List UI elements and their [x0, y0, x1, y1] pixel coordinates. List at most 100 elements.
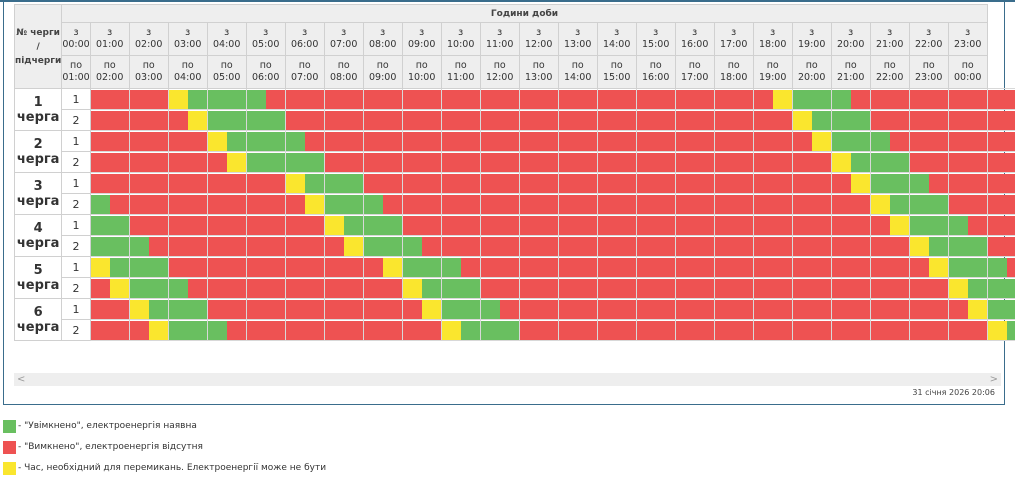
- hour-cell: [401, 319, 442, 341]
- half-hour-off: [519, 110, 539, 130]
- hour-cell: [440, 88, 481, 110]
- half-hour-off: [792, 236, 812, 256]
- hour-cell: [830, 277, 871, 299]
- hour-cell: [440, 193, 481, 215]
- half-hour-on: [402, 236, 422, 256]
- half-hour-off: [187, 236, 207, 256]
- half-hour-off: [343, 278, 363, 298]
- half-hour-off: [733, 173, 753, 193]
- half-hour-off: [558, 236, 578, 256]
- hour-to-19: по 20:00: [791, 55, 832, 89]
- half-hour-off: [655, 152, 675, 172]
- half-hour-on: [382, 215, 402, 235]
- half-hour-off: [870, 236, 890, 256]
- half-hour-off: [246, 194, 266, 214]
- half-hour-off: [148, 215, 168, 235]
- half-hour-off: [480, 131, 500, 151]
- hour-cell: [830, 214, 871, 236]
- group-label-4: 4 черга: [13, 214, 63, 257]
- legend-switch-text: - Час, необхідний для перемикань. Електр…: [18, 463, 327, 473]
- half-hour-off: [421, 320, 441, 340]
- hour-cell: [245, 214, 286, 236]
- hour-cell: [440, 130, 481, 152]
- hour-cell: [752, 130, 793, 152]
- hour-cell: [986, 319, 1015, 341]
- half-hour-off: [1006, 110, 1015, 130]
- half-hour-off: [90, 320, 110, 340]
- half-hour-off: [421, 215, 441, 235]
- half-hour-off: [363, 89, 383, 109]
- hour-cell: [206, 193, 247, 215]
- half-hour-off: [441, 89, 461, 109]
- half-hour-off: [694, 173, 714, 193]
- half-hour-off: [714, 215, 734, 235]
- hour-cell: [362, 214, 403, 236]
- half-hour-on: [90, 236, 110, 256]
- hour-cell: [830, 151, 871, 173]
- hour-cell: [674, 277, 715, 299]
- hour-cell: [791, 109, 832, 131]
- hour-cell: [752, 235, 793, 257]
- scroll-left-icon[interactable]: <: [17, 374, 26, 385]
- half-hour-on: [889, 173, 909, 193]
- half-hour-on: [265, 110, 285, 130]
- half-hour-off: [655, 110, 675, 130]
- hour-cell: [557, 88, 598, 110]
- half-hour-off: [694, 152, 714, 172]
- hour-cell: [362, 88, 403, 110]
- half-hour-off: [207, 173, 227, 193]
- half-hour-off: [538, 152, 558, 172]
- hour-cell: [401, 193, 442, 215]
- half-hour-off: [870, 299, 890, 319]
- hour-cell: [128, 151, 169, 173]
- hour-cell: [674, 235, 715, 257]
- half-hour-off: [772, 152, 792, 172]
- hour-cell: [635, 277, 676, 299]
- half-hour-off: [928, 89, 948, 109]
- hour-from-23: з 23:00: [947, 22, 988, 56]
- half-hour-off: [850, 194, 870, 214]
- half-hour-off: [343, 131, 363, 151]
- half-hour-off: [714, 320, 734, 340]
- hour-cell: [518, 214, 559, 236]
- hour-cell: [635, 130, 676, 152]
- half-hour-on: [850, 152, 870, 172]
- half-hour-off: [558, 152, 578, 172]
- hour-cell: [830, 235, 871, 257]
- half-hour-off: [987, 173, 1007, 193]
- hour-cell: [479, 298, 520, 320]
- half-hour-off: [577, 299, 597, 319]
- half-hour-off: [480, 236, 500, 256]
- half-hour-off: [909, 320, 929, 340]
- half-hour-on: [129, 257, 149, 277]
- half-hour-off: [480, 278, 500, 298]
- half-hour-off: [285, 299, 305, 319]
- hour-cell: [479, 256, 520, 278]
- half-hour-off: [324, 131, 344, 151]
- half-hour-off: [207, 194, 227, 214]
- half-hour-off: [519, 131, 539, 151]
- half-hour-off: [577, 257, 597, 277]
- half-hour-off: [187, 173, 207, 193]
- horizontal-scrollbar[interactable]: < >: [14, 373, 1001, 386]
- scroll-right-icon[interactable]: >: [989, 374, 998, 385]
- hour-cell: [284, 130, 325, 152]
- hour-cell: [167, 256, 208, 278]
- half-hour-off: [948, 173, 968, 193]
- half-hour-off: [226, 320, 246, 340]
- half-hour-off: [519, 152, 539, 172]
- half-hour-on: [168, 320, 188, 340]
- half-hour-off: [109, 173, 129, 193]
- hour-cell: [635, 151, 676, 173]
- hour-cell: [206, 151, 247, 173]
- half-hour-off: [577, 152, 597, 172]
- hour-cell: [89, 88, 130, 110]
- half-hour-off: [616, 215, 636, 235]
- half-hour-off: [636, 173, 656, 193]
- hour-cell: [323, 109, 364, 131]
- half-hour-off: [343, 152, 363, 172]
- hour-cell: [128, 109, 169, 131]
- hour-from-13: з 13:00: [557, 22, 598, 56]
- half-hour-off: [636, 194, 656, 214]
- hour-cell: [206, 235, 247, 257]
